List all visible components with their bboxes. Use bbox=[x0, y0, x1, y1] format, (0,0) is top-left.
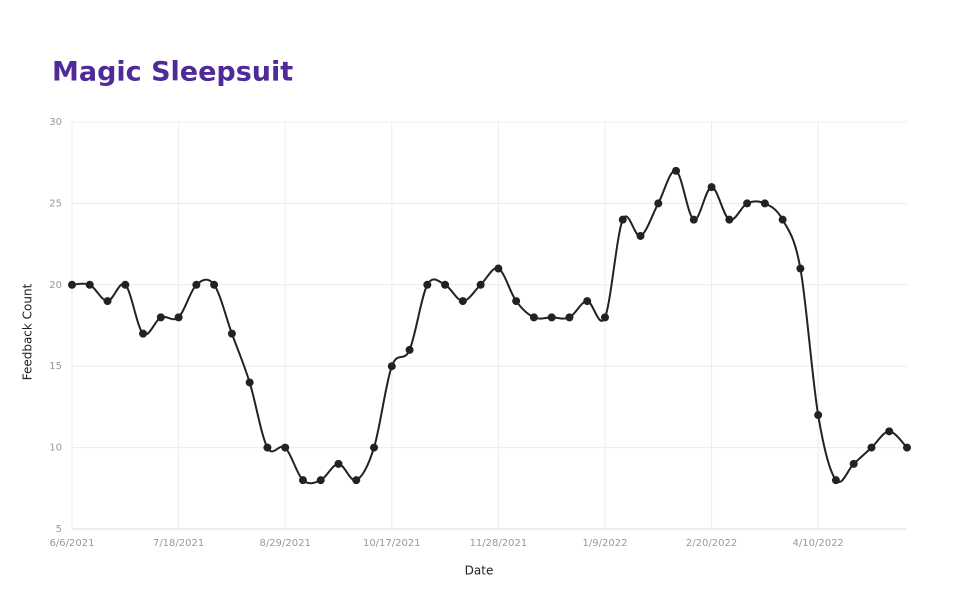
point bbox=[814, 411, 823, 420]
y-axis-label: Feedback Count bbox=[21, 283, 35, 380]
point bbox=[672, 166, 681, 175]
point bbox=[85, 280, 94, 289]
point bbox=[139, 329, 148, 338]
point bbox=[885, 427, 894, 436]
point bbox=[103, 297, 112, 306]
point bbox=[725, 215, 734, 224]
point bbox=[68, 280, 76, 289]
point bbox=[494, 264, 503, 273]
point bbox=[245, 378, 254, 387]
point bbox=[121, 280, 130, 289]
point bbox=[227, 329, 236, 338]
point bbox=[174, 313, 183, 322]
x-tick-label: 2/20/2022 bbox=[686, 538, 737, 549]
point bbox=[778, 215, 787, 224]
point bbox=[796, 264, 805, 273]
y-tick-label: 30 bbox=[49, 117, 62, 128]
point bbox=[512, 297, 521, 306]
point bbox=[689, 215, 698, 224]
y-tick-label: 20 bbox=[49, 280, 62, 291]
x-tick-label: 1/9/2022 bbox=[583, 538, 628, 549]
point bbox=[636, 231, 645, 240]
point bbox=[263, 443, 272, 452]
point bbox=[583, 297, 592, 306]
point bbox=[903, 443, 911, 452]
point bbox=[743, 199, 752, 208]
x-tick-label: 4/10/2022 bbox=[793, 538, 844, 549]
x-tick-label: 6/6/2021 bbox=[50, 538, 95, 549]
point bbox=[849, 459, 858, 468]
y-tick-label: 15 bbox=[49, 361, 62, 372]
x-tick-label: 11/28/2021 bbox=[470, 538, 528, 549]
chart-title: Magic Sleepsuit bbox=[52, 57, 293, 88]
point bbox=[565, 313, 574, 322]
y-tick-label: 5 bbox=[56, 524, 62, 535]
x-tick-label: 10/17/2021 bbox=[363, 538, 421, 549]
point bbox=[831, 476, 840, 485]
point bbox=[441, 280, 450, 289]
point bbox=[707, 183, 716, 192]
point bbox=[352, 476, 361, 485]
point bbox=[370, 443, 379, 452]
x-tick-label: 8/29/2021 bbox=[260, 538, 311, 549]
point bbox=[458, 297, 467, 306]
point bbox=[867, 443, 876, 452]
point bbox=[547, 313, 556, 322]
point bbox=[600, 313, 609, 322]
point bbox=[156, 313, 165, 322]
point bbox=[387, 362, 396, 371]
point bbox=[405, 345, 414, 354]
point bbox=[618, 215, 627, 224]
point bbox=[316, 476, 325, 485]
point bbox=[423, 280, 432, 289]
point bbox=[334, 459, 343, 468]
point bbox=[529, 313, 538, 322]
point bbox=[760, 199, 769, 208]
y-tick-label: 10 bbox=[49, 443, 62, 454]
point bbox=[476, 280, 485, 289]
y-tick-label: 25 bbox=[49, 198, 62, 209]
point bbox=[210, 280, 219, 289]
point bbox=[192, 280, 201, 289]
x-tick-label: 7/18/2021 bbox=[153, 538, 204, 549]
point bbox=[281, 443, 290, 452]
point bbox=[654, 199, 663, 208]
x-axis-label: Date bbox=[465, 564, 494, 578]
point bbox=[298, 476, 307, 485]
